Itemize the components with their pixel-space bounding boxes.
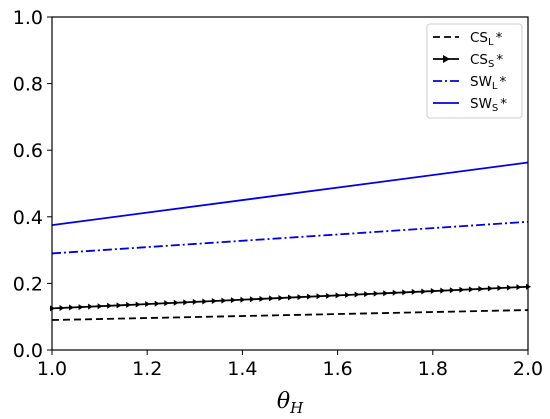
series-marker — [402, 289, 408, 296]
series-marker — [107, 302, 113, 309]
y-axis: 0.0 0.2 0.4 0.6 0.8 1.0 — [13, 7, 52, 362]
series-marker — [487, 285, 493, 292]
y-tick-label: 1.0 — [13, 7, 43, 29]
x-tick-label: 1.0 — [37, 358, 67, 380]
series-line-0 — [51, 309, 529, 321]
series-marker — [192, 298, 198, 305]
series-marker — [497, 285, 503, 292]
series-marker — [364, 291, 370, 298]
series-marker — [78, 304, 84, 311]
series-marker — [221, 297, 227, 304]
series-marker — [230, 297, 236, 304]
legend-label-2: SWL * — [470, 74, 507, 92]
series-marker — [202, 298, 208, 305]
series-marker — [164, 300, 170, 307]
series-marker — [268, 295, 274, 302]
series-marker — [354, 291, 360, 298]
series-marker — [468, 286, 474, 293]
series-marker — [59, 304, 65, 311]
series-marker — [288, 294, 293, 301]
x-axis: 1.0 1.2 1.4 1.6 1.8 2.0 — [37, 350, 543, 380]
series-marker — [392, 289, 398, 296]
series-marker — [88, 303, 94, 310]
series-marker — [440, 287, 446, 294]
legend-label-0: CSL * — [470, 30, 503, 48]
legend-frame — [426, 23, 523, 119]
y-tick-label: 0.8 — [13, 74, 43, 96]
series-marker — [145, 301, 151, 308]
series-marker — [135, 301, 141, 308]
series-marker — [97, 303, 103, 310]
series-marker — [173, 299, 179, 306]
x-tick-label: 1.4 — [227, 358, 257, 380]
x-tick-label: 1.8 — [418, 358, 448, 380]
plot-frame — [51, 16, 529, 351]
plot-marks — [50, 161, 531, 321]
series-marker — [69, 304, 75, 311]
series-marker — [506, 284, 512, 291]
series-marker — [259, 295, 265, 302]
series-marker — [183, 299, 189, 306]
series-marker — [249, 296, 255, 303]
legend-label-1: CSS * — [470, 52, 503, 70]
y-tick-label: 0.4 — [13, 207, 43, 229]
series-marker — [154, 300, 160, 307]
series-marker — [459, 286, 465, 293]
y-tick-label: 0.2 — [13, 273, 43, 295]
series-marker — [478, 285, 484, 292]
x-tick-label: 2.0 — [513, 358, 543, 380]
x-tick-label: 1.6 — [322, 358, 352, 380]
series-marker — [449, 287, 455, 294]
x-axis-label: θH — [277, 389, 304, 417]
legend: CSL * CSS * SWL * SWS * — [426, 23, 523, 119]
legend-marker — [443, 55, 450, 63]
x-tick-label: 1.2 — [132, 358, 162, 380]
series-marker — [297, 294, 303, 301]
series-marker — [278, 294, 284, 301]
series-marker — [411, 288, 417, 295]
series-line-3 — [51, 161, 529, 227]
series-marker — [316, 293, 322, 300]
series-marker — [421, 288, 427, 295]
series-marker — [430, 288, 436, 295]
series-marker — [211, 298, 217, 305]
series-marker — [326, 292, 332, 299]
legend-label-3: SWS * — [470, 96, 507, 114]
series-marker — [373, 290, 379, 297]
series-marker — [126, 301, 132, 308]
series-line-2 — [51, 220, 529, 255]
series-marker — [383, 290, 389, 297]
series-marker — [516, 284, 522, 291]
y-tick-label: 0.0 — [13, 340, 43, 362]
y-tick-label: 0.6 — [13, 140, 43, 162]
series-marker — [116, 302, 122, 309]
series-marker — [335, 292, 341, 299]
series-marker — [240, 296, 246, 303]
series-marker — [345, 291, 351, 298]
series-marker — [307, 293, 313, 300]
